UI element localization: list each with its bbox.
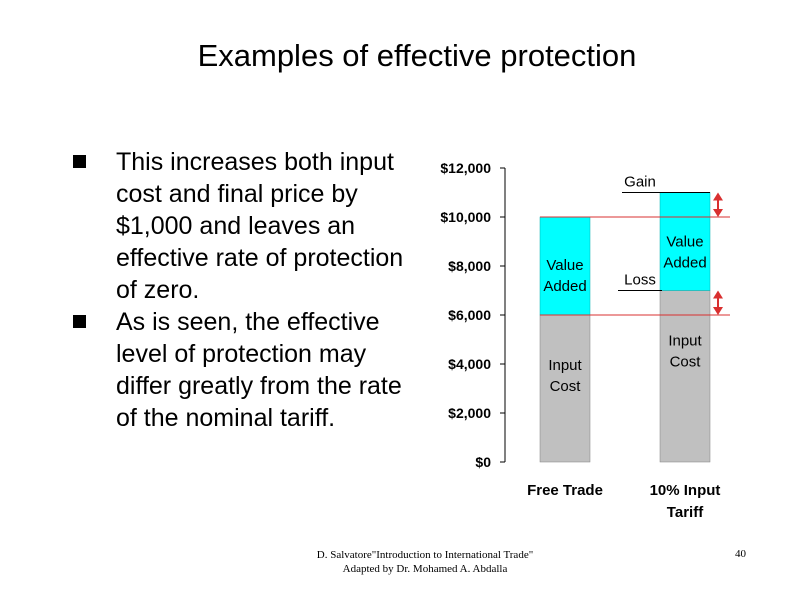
segment-label-input: Input [548,357,582,374]
bar-value-added [659,192,711,291]
bullet-item: As is seen, the effective level of prote… [73,306,413,434]
gain-arrow-head-up [713,192,723,201]
y-tick-label: $10,000 [440,209,491,225]
square-bullet-icon [73,315,86,328]
x-category-label: Tariff [667,504,704,521]
page-number: 40 [735,548,746,560]
segment-label-value: Value [546,257,583,274]
y-tick-label: $8,000 [448,258,491,274]
y-tick-label: $2,000 [448,405,491,421]
square-bullet-icon [73,155,86,168]
segment-label-cost: Cost [550,378,582,395]
bullet-item: This increases both input cost and final… [73,146,413,306]
footer-line-2: Adapted by Dr. Mohamed A. Abdalla [342,563,508,575]
x-category-label: 10% Input [650,482,721,499]
gain-arrow-head-down [713,209,723,217]
y-tick-label: $4,000 [448,356,491,372]
segment-label-input: Input [668,333,702,350]
annotation-loss: Loss [624,272,656,289]
footer-line-1: D. Salvatore"Introduction to Internation… [316,549,534,561]
bullet-text: As is seen, the effective level of prote… [116,308,402,432]
y-tick-label: $12,000 [440,160,491,176]
segment-label-added: Added [663,255,706,272]
slide-title: Examples of effective protection [197,38,637,73]
y-tick-label: $6,000 [448,307,491,323]
loss-arrow-head-up [713,290,723,299]
bullet-text: This increases both input cost and final… [116,148,404,304]
segment-label-value: Value [666,234,703,251]
footer-citation: D. Salvatore"Introduction to Internation… [270,548,580,576]
bullet-list: This increases both input cost and final… [73,146,413,434]
annotation-gain: Gain [624,174,656,191]
x-category-label: Free Trade [527,482,603,499]
bar-input-cost [659,290,711,463]
bar-input-cost [539,314,591,463]
loss-arrow-head-down [713,307,723,315]
segment-label-cost: Cost [670,354,702,371]
segment-label-added: Added [543,278,586,295]
y-tick-label: $0 [475,454,491,470]
bar-value-added [539,216,591,316]
